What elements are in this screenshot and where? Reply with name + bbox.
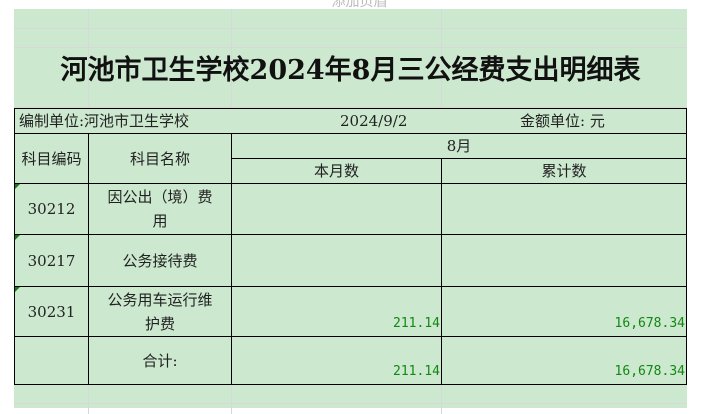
gridline: [14, 47, 687, 48]
total-code[interactable]: [14, 336, 89, 385]
row-cumulative[interactable]: [441, 234, 687, 287]
total-cumulative[interactable]: 16,678.34: [441, 336, 687, 385]
row-code[interactable]: 30217: [14, 234, 89, 287]
row-code[interactable]: 30212: [14, 183, 89, 235]
header-placeholder[interactable]: 添加页眉: [331, 0, 388, 10]
gridline: [14, 107, 687, 108]
gridline: [88, 384, 89, 414]
header-code[interactable]: 科目编码: [14, 133, 89, 184]
report-date: 2024/9/2: [340, 112, 408, 130]
row-cumulative[interactable]: 16,678.34: [441, 286, 687, 337]
header-current[interactable]: 本月数: [231, 158, 442, 184]
row-cumulative[interactable]: [441, 183, 687, 235]
row-name[interactable]: 公务接待费: [88, 234, 232, 287]
gridline: [14, 28, 687, 29]
info-row[interactable]: 编制单位:河池市卫生学校 2024/9/2 金额单位: 元: [14, 108, 687, 134]
total-label[interactable]: 合计:: [88, 336, 232, 385]
gridline: [441, 384, 442, 414]
spreadsheet-area[interactable]: [14, 9, 687, 414]
header-cumulative[interactable]: 累计数: [441, 158, 687, 184]
row-current[interactable]: [231, 234, 442, 287]
total-current[interactable]: 211.14: [231, 336, 442, 385]
gridline: [231, 9, 232, 109]
header-month[interactable]: 8月: [231, 133, 687, 159]
row-current[interactable]: 211.14: [231, 286, 442, 337]
gridline: [14, 403, 687, 404]
compiling-unit: 编制单位:河池市卫生学校: [19, 112, 190, 130]
gridline: [88, 9, 89, 109]
row-current[interactable]: [231, 183, 442, 235]
page-title[interactable]: 河池市卫生学校2024年8月三公经费支出明细表: [60, 55, 641, 86]
header-name[interactable]: 科目名称: [88, 133, 232, 184]
row-code[interactable]: 30231: [14, 286, 89, 337]
gridline: [441, 9, 442, 109]
row-name[interactable]: 因公出（境）费用: [88, 183, 232, 235]
currency-unit: 金额单位: 元: [520, 112, 605, 130]
gridline: [231, 384, 232, 414]
row-name[interactable]: 公务用车运行维护费: [88, 286, 232, 337]
